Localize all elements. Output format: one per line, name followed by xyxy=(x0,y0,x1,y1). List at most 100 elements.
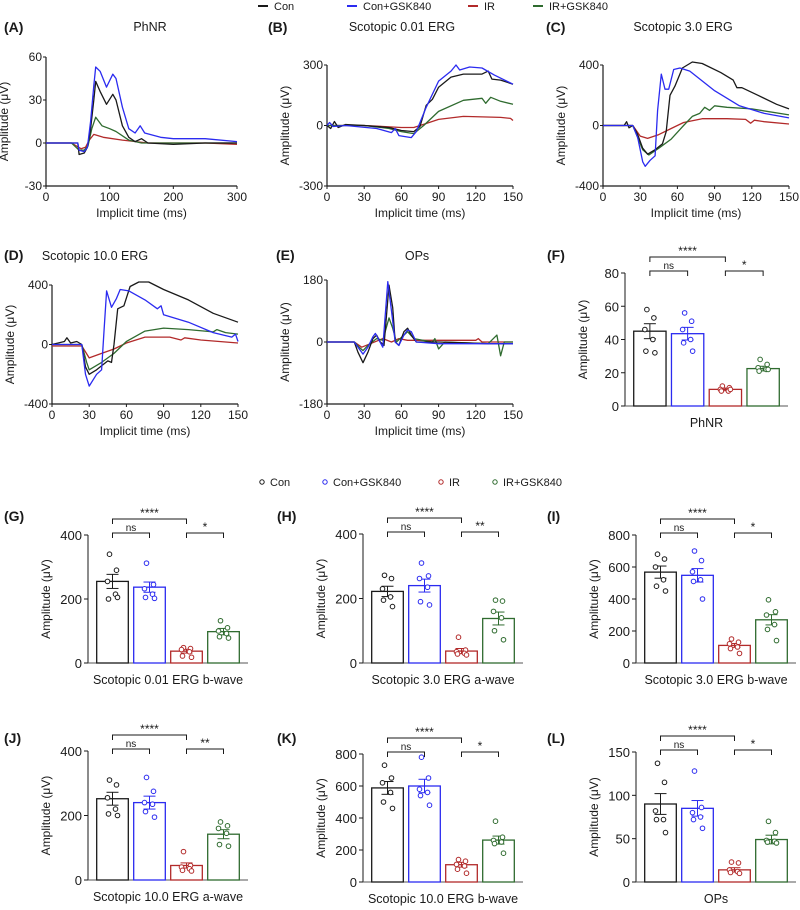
data-point-con xyxy=(661,556,668,562)
data-point-ir_gsk xyxy=(498,615,505,621)
data-point-con_gsk xyxy=(418,560,425,566)
bar-ir xyxy=(708,388,743,407)
panel-label: (H) xyxy=(277,508,296,524)
significance-bracket xyxy=(461,531,499,537)
x-tick-label: 120 xyxy=(466,408,486,422)
data-point-con xyxy=(652,350,658,356)
data-point-ir_gsk xyxy=(492,818,499,825)
panel-label: (C) xyxy=(546,19,565,35)
legend-item-ir: IR xyxy=(468,1,495,13)
panel-label: (A) xyxy=(4,19,23,35)
x-tick-label: 90 xyxy=(432,190,446,204)
x-tick-label: 0 xyxy=(600,190,607,204)
y-tick-label: 40 xyxy=(605,333,619,348)
x-tick-label: 120 xyxy=(742,190,762,204)
series-line-ir xyxy=(52,336,239,359)
series-line-ir_gsk xyxy=(46,116,237,151)
data-point-ir_gsk xyxy=(771,621,778,628)
data-point-ir xyxy=(728,859,735,865)
legend-item-ir_gsk: IR+GSK840 xyxy=(533,1,608,13)
data-point-con xyxy=(105,811,112,817)
data-point-ir_gsk xyxy=(757,356,763,363)
data-point-con xyxy=(654,551,661,558)
y-tick-label: 20 xyxy=(605,366,619,381)
bar-con xyxy=(96,580,129,664)
x-tick-label: 0 xyxy=(49,408,56,422)
y-tick-label: 30 xyxy=(29,93,43,107)
y-tick-label: 400 xyxy=(28,278,48,292)
y-tick-label: 80 xyxy=(605,266,619,281)
y-axis-label: Amplitude (μV) xyxy=(314,559,328,639)
data-point-con_gsk xyxy=(691,768,698,774)
data-point-ir_gsk xyxy=(772,609,779,615)
y-axis-label: Amplitude (μV) xyxy=(587,559,601,639)
data-point-ir xyxy=(463,652,470,658)
significance-bracket xyxy=(660,532,698,538)
series-line-con_gsk xyxy=(327,281,513,355)
series-line-ir_gsk xyxy=(327,317,513,357)
data-point-con xyxy=(651,315,657,321)
x-axis-label: PhNR xyxy=(690,416,723,430)
bar-con_gsk xyxy=(681,574,714,664)
x-tick-label: 90 xyxy=(157,408,171,422)
data-point-con xyxy=(650,336,656,343)
significance-label: **** xyxy=(415,725,434,739)
panel-label: (G) xyxy=(4,508,24,524)
significance-label: **** xyxy=(688,723,707,737)
chart-title: Scotopic 10.0 ERG xyxy=(42,249,148,263)
bar-con_gsk xyxy=(408,584,441,664)
significance-label: **** xyxy=(415,505,434,519)
data-point-ir_gsk xyxy=(216,633,223,640)
panel-J: (J) 0 200 400 Amplitude (μV) Scotopic 10.0 ER… xyxy=(4,722,248,904)
data-point-con_gsk xyxy=(150,788,157,795)
x-tick-label: 60 xyxy=(395,190,409,204)
data-point-con xyxy=(654,760,661,767)
data-point-ir_gsk xyxy=(216,841,223,848)
data-point-ir_gsk xyxy=(764,361,770,368)
legend-item-con: Con xyxy=(258,1,294,13)
series-line-ir xyxy=(327,337,513,348)
significance-bracket xyxy=(387,737,462,743)
y-tick-label: 0 xyxy=(623,656,630,671)
data-point-ir xyxy=(728,636,735,642)
data-point-con xyxy=(660,577,667,583)
data-point-con_gsk xyxy=(699,596,706,602)
panel-label: (F) xyxy=(547,247,565,263)
significance-bracket xyxy=(186,748,224,754)
y-axis-label: Amplitude (μV) xyxy=(554,86,568,166)
data-point-con_gsk xyxy=(689,569,696,575)
chart-title: Scotopic 0.01 ERG xyxy=(349,20,455,34)
y-tick-label: 0 xyxy=(35,136,42,150)
data-point-con_gsk xyxy=(425,775,432,781)
panel-F: (F) 0 20 40 60 80 Amplitude (μV) PhNR **** ns * xyxy=(547,244,788,430)
y-tick-label: 100 xyxy=(608,788,630,803)
significance-bracket xyxy=(112,734,187,740)
data-point-con xyxy=(652,564,659,570)
x-tick-label: 100 xyxy=(100,190,120,204)
y-tick-label: -400 xyxy=(575,179,599,193)
data-point-con_gsk xyxy=(690,816,697,823)
series-line-con xyxy=(603,61,790,155)
y-axis-label: Amplitude (μV) xyxy=(587,777,601,857)
data-point-con xyxy=(652,808,659,814)
data-point-con_gsk xyxy=(424,584,431,591)
bar-con_gsk xyxy=(408,785,441,883)
data-point-con_gsk xyxy=(417,792,424,799)
data-point-ir_gsk xyxy=(491,627,498,634)
x-axis-label: Scotopic 3.0 ERG b-wave xyxy=(644,673,787,687)
y-tick-label: 0 xyxy=(592,119,599,133)
bar-ir_gsk xyxy=(207,833,240,881)
panel-label: (D) xyxy=(4,247,23,263)
y-tick-label: 150 xyxy=(608,745,630,760)
data-point-con xyxy=(106,551,113,558)
data-point-con xyxy=(114,812,121,819)
significance-bracket xyxy=(649,270,689,276)
y-tick-label: 0 xyxy=(316,119,323,133)
bar-con xyxy=(644,571,677,664)
data-point-con_gsk xyxy=(689,809,696,816)
data-point-con_gsk xyxy=(681,310,688,316)
data-point-con_gsk xyxy=(679,326,686,333)
y-tick-label: 400 xyxy=(60,528,82,543)
